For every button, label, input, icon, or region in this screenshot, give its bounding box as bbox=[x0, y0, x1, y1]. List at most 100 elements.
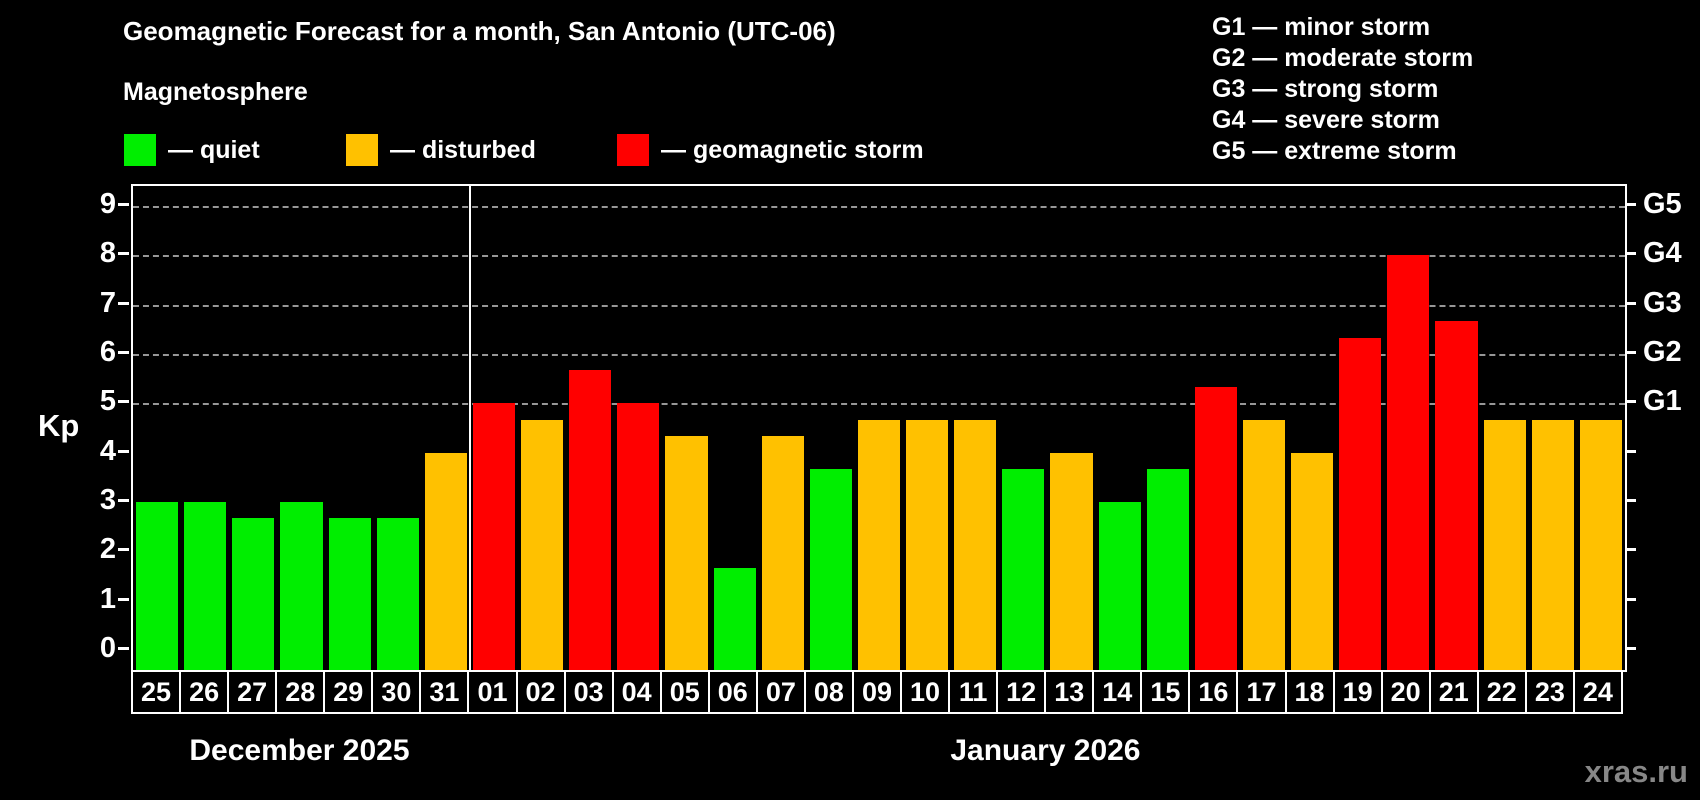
month-label-1: January 2026 bbox=[950, 734, 1141, 767]
g-scale-label-g5: G5 bbox=[1643, 187, 1682, 220]
y-axis-tick-right bbox=[1625, 597, 1636, 601]
day-cell-25: 25 bbox=[133, 672, 182, 712]
y-axis-tick-left bbox=[118, 252, 129, 256]
kp-bar-27 bbox=[232, 518, 275, 670]
day-cell-31: 31 bbox=[421, 672, 470, 712]
kp-bar-02 bbox=[521, 419, 564, 670]
g-legend-line-g4: G4 — severe storm bbox=[1212, 106, 1440, 134]
day-cell-04: 04 bbox=[614, 672, 662, 712]
gridline-kp5 bbox=[133, 403, 1625, 406]
kp-bar-30 bbox=[376, 518, 419, 670]
legend-item-quiet: — quiet bbox=[124, 134, 260, 166]
legend-item-storm: — geomagnetic storm bbox=[617, 134, 924, 166]
day-cell-03: 03 bbox=[566, 672, 614, 712]
day-cell-23: 23 bbox=[1527, 672, 1575, 712]
y-axis-tick-label: 8 bbox=[99, 237, 116, 270]
day-cell-15: 15 bbox=[1142, 672, 1191, 712]
day-cell-27: 27 bbox=[229, 672, 278, 712]
legend-label-disturbed: — disturbed bbox=[390, 135, 536, 164]
kp-bar-01 bbox=[472, 403, 516, 670]
y-axis-tick-label: 5 bbox=[99, 385, 116, 418]
g-legend-line-g1: G1 — minor storm bbox=[1212, 13, 1431, 41]
g-legend-line-g2: G2 — moderate storm bbox=[1212, 44, 1474, 72]
kp-bar-14 bbox=[1098, 502, 1141, 670]
legend-item-disturbed: — disturbed bbox=[346, 134, 536, 166]
day-cell-20: 20 bbox=[1383, 672, 1431, 712]
kp-bar-18 bbox=[1291, 452, 1334, 670]
day-cell-21: 21 bbox=[1431, 672, 1479, 712]
plot-area bbox=[131, 184, 1627, 672]
g-scale-label-g4: G4 bbox=[1643, 237, 1682, 270]
kp-bar-12 bbox=[1002, 468, 1045, 670]
day-cell-02: 02 bbox=[518, 672, 566, 712]
y-axis-tick-right bbox=[1625, 499, 1636, 503]
kp-bar-09 bbox=[857, 419, 901, 670]
day-cell-19: 19 bbox=[1335, 672, 1383, 712]
day-cell-28: 28 bbox=[277, 672, 326, 712]
day-cell-11: 11 bbox=[950, 672, 999, 712]
storm-swatch-icon bbox=[617, 134, 649, 166]
day-cell-18: 18 bbox=[1287, 672, 1335, 712]
magnetosphere-subtitle: Magnetosphere bbox=[123, 78, 308, 106]
legend-label-quiet: — quiet bbox=[168, 135, 260, 164]
g-legend-line-g3: G3 — strong storm bbox=[1212, 75, 1439, 103]
y-axis-tick-label: 6 bbox=[99, 335, 116, 368]
kp-bar-23 bbox=[1531, 419, 1574, 670]
gridline-kp7 bbox=[133, 304, 1625, 307]
kp-bar-16 bbox=[1194, 387, 1237, 670]
quiet-swatch-icon bbox=[124, 134, 156, 166]
y-axis-tick-left bbox=[118, 647, 129, 651]
chart-title: Geomagnetic Forecast for a month, San An… bbox=[123, 16, 836, 46]
kp-bar-03 bbox=[569, 370, 612, 670]
kp-bar-22 bbox=[1483, 419, 1526, 670]
kp-bar-26 bbox=[184, 502, 227, 670]
y-axis-tick-right bbox=[1625, 449, 1636, 453]
day-cell-13: 13 bbox=[1046, 672, 1095, 712]
kp-bar-17 bbox=[1242, 419, 1286, 670]
kp-axis-label: Kp bbox=[38, 408, 80, 443]
y-axis-tick-label: 4 bbox=[99, 434, 116, 467]
g-scale-label-g1: G1 bbox=[1643, 385, 1682, 418]
kp-bar-19 bbox=[1339, 337, 1382, 670]
gridline-kp6 bbox=[133, 353, 1625, 356]
y-axis-tick-label: 9 bbox=[99, 187, 116, 220]
legend-label-storm: — geomagnetic storm bbox=[661, 135, 924, 164]
y-axis-tick-right bbox=[1625, 252, 1636, 256]
y-axis-tick-right bbox=[1625, 301, 1636, 305]
kp-bar-05 bbox=[665, 436, 708, 670]
y-axis-tick-right bbox=[1625, 548, 1636, 552]
y-axis-tick-label: 1 bbox=[99, 582, 116, 615]
day-cell-09: 09 bbox=[854, 672, 902, 712]
day-cell-12: 12 bbox=[998, 672, 1047, 712]
day-cell-30: 30 bbox=[373, 672, 422, 712]
day-cell-26: 26 bbox=[181, 672, 230, 712]
kp-bar-20 bbox=[1387, 255, 1430, 670]
y-axis-tick-left bbox=[118, 597, 129, 601]
y-axis-tick-label: 0 bbox=[99, 632, 116, 665]
day-cell-10: 10 bbox=[902, 672, 951, 712]
y-axis-tick-left bbox=[118, 548, 129, 552]
y-axis-tick-right bbox=[1625, 400, 1636, 404]
g-scale-legend: G1 — minor storm G2 — moderate storm G3 … bbox=[1212, 12, 1473, 167]
day-cell-29: 29 bbox=[325, 672, 374, 712]
y-axis-tick-right bbox=[1625, 647, 1636, 651]
kp-bar-11 bbox=[954, 419, 997, 670]
y-axis-tick-left bbox=[118, 400, 129, 404]
kp-bar-15 bbox=[1146, 468, 1189, 670]
kp-bar-21 bbox=[1435, 320, 1478, 670]
day-cell-14: 14 bbox=[1094, 672, 1143, 712]
day-cell-08: 08 bbox=[806, 672, 854, 712]
y-axis-tick-left bbox=[118, 202, 129, 206]
kp-bar-06 bbox=[713, 567, 756, 670]
day-cell-16: 16 bbox=[1190, 672, 1239, 712]
y-axis-tick-left bbox=[118, 499, 129, 503]
g-scale-label-g2: G2 bbox=[1643, 335, 1682, 368]
y-axis-tick-label: 7 bbox=[99, 286, 116, 319]
y-axis-tick-label: 3 bbox=[99, 484, 116, 517]
kp-bar-24 bbox=[1579, 419, 1622, 670]
y-axis-tick-left bbox=[118, 350, 129, 354]
g-legend-line-g5: G5 — extreme storm bbox=[1212, 137, 1457, 165]
disturbed-swatch-icon bbox=[346, 134, 378, 166]
kp-bar-04 bbox=[617, 403, 660, 670]
